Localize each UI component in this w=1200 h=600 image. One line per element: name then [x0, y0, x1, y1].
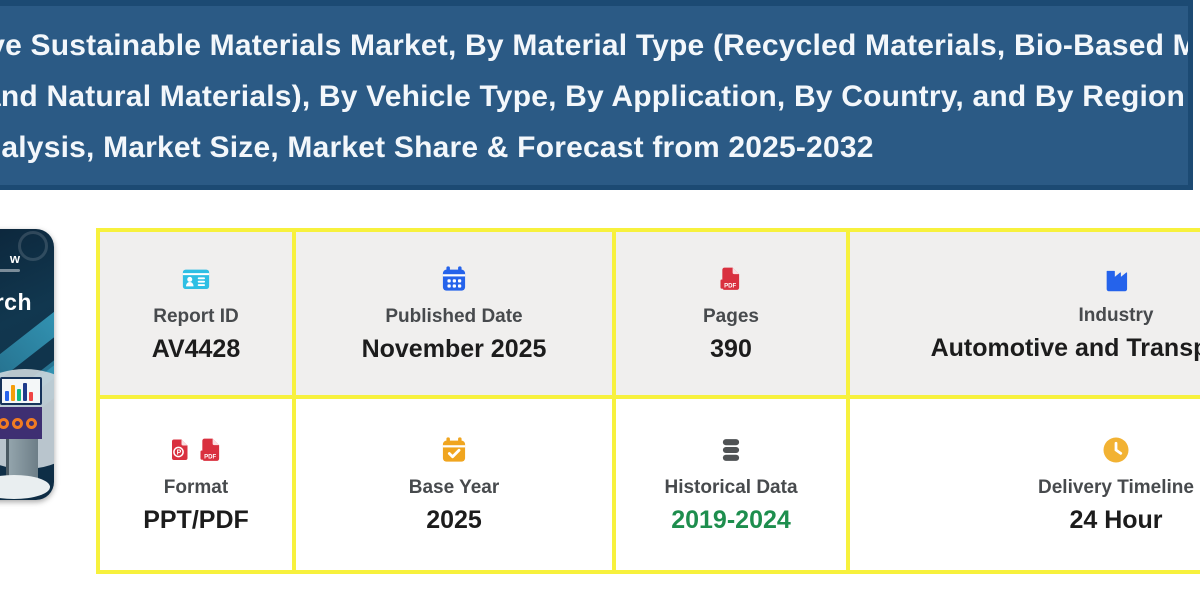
card-value: AV4428 [151, 334, 241, 363]
report-title-line-2: and Natural Materials), By Vehicle Type,… [0, 80, 1188, 113]
file-ppt-icon: P [172, 439, 188, 460]
info-card-delivery-timeline: Delivery Timeline 24 Hour [850, 399, 1200, 570]
card-label: Historical Data [664, 476, 798, 498]
card-label: Published Date [385, 305, 523, 327]
svg-text:PDF: PDF [204, 454, 216, 460]
cover-emblem-ring [18, 231, 48, 261]
file-pdf-icon: PDF [718, 264, 744, 294]
cover-mini-bar-chart [0, 377, 42, 405]
card-value: 2019-2024 [671, 505, 791, 534]
info-card-report-id: Report ID AV4428 [100, 232, 292, 395]
svg-text:P: P [177, 449, 182, 456]
report-title-banner: Automotive Sustainable Materials Market,… [0, 0, 1193, 190]
card-value: Automotive and Transportation [930, 333, 1200, 362]
card-label: Base Year [408, 476, 500, 498]
card-label: Pages [703, 305, 759, 327]
calendar-check-icon [440, 435, 468, 465]
cover-text-fragment-main: rch [0, 289, 32, 315]
card-label: Industry [1078, 304, 1154, 326]
card-label: Format [163, 476, 229, 498]
card-value: 24 Hour [1069, 505, 1163, 534]
database-icon [718, 435, 744, 465]
cover-text-fragment-top: w [9, 251, 20, 266]
report-title-line-3: Analysis, Market Size, Market Share & Fo… [0, 131, 874, 164]
report-title-line-1: Automotive Sustainable Materials Market,… [0, 29, 1188, 62]
svg-text:PDF: PDF [724, 283, 736, 289]
card-label: Report ID [153, 305, 239, 327]
clock-icon [1101, 435, 1131, 465]
id-card-icon [178, 264, 214, 294]
info-card-pages: PDF Pages 390 [616, 232, 846, 395]
file-pdf-icon: PDF [200, 438, 220, 461]
file-ppt-pdf-icons: P PDF [168, 435, 224, 465]
info-card-historical-data: Historical Data 2019-2024 [616, 399, 846, 570]
card-value: PPT/PDF [143, 505, 249, 534]
card-label: Delivery Timeline [1038, 476, 1194, 498]
card-value: November 2025 [361, 334, 547, 363]
cover-base-ellipse [0, 475, 50, 499]
info-card-published-date: Published Date November 2025 [296, 232, 612, 395]
card-value: 390 [710, 334, 752, 363]
cover-subtext-bar [0, 269, 20, 272]
calendar-days-icon [440, 264, 468, 294]
report-cover-thumbnail: w rch [0, 229, 54, 500]
factory-icon [1100, 265, 1132, 293]
card-value: 2025 [426, 505, 482, 534]
report-meta-table: Report ID AV4428 Published Date November… [96, 228, 1200, 574]
cover-purple-banner [0, 407, 42, 439]
info-card-industry: Industry Automotive and Transportation [850, 232, 1200, 395]
info-card-format: P PDF Format PPT/PDF [100, 399, 292, 570]
info-card-base-year: Base Year 2025 [296, 399, 612, 570]
